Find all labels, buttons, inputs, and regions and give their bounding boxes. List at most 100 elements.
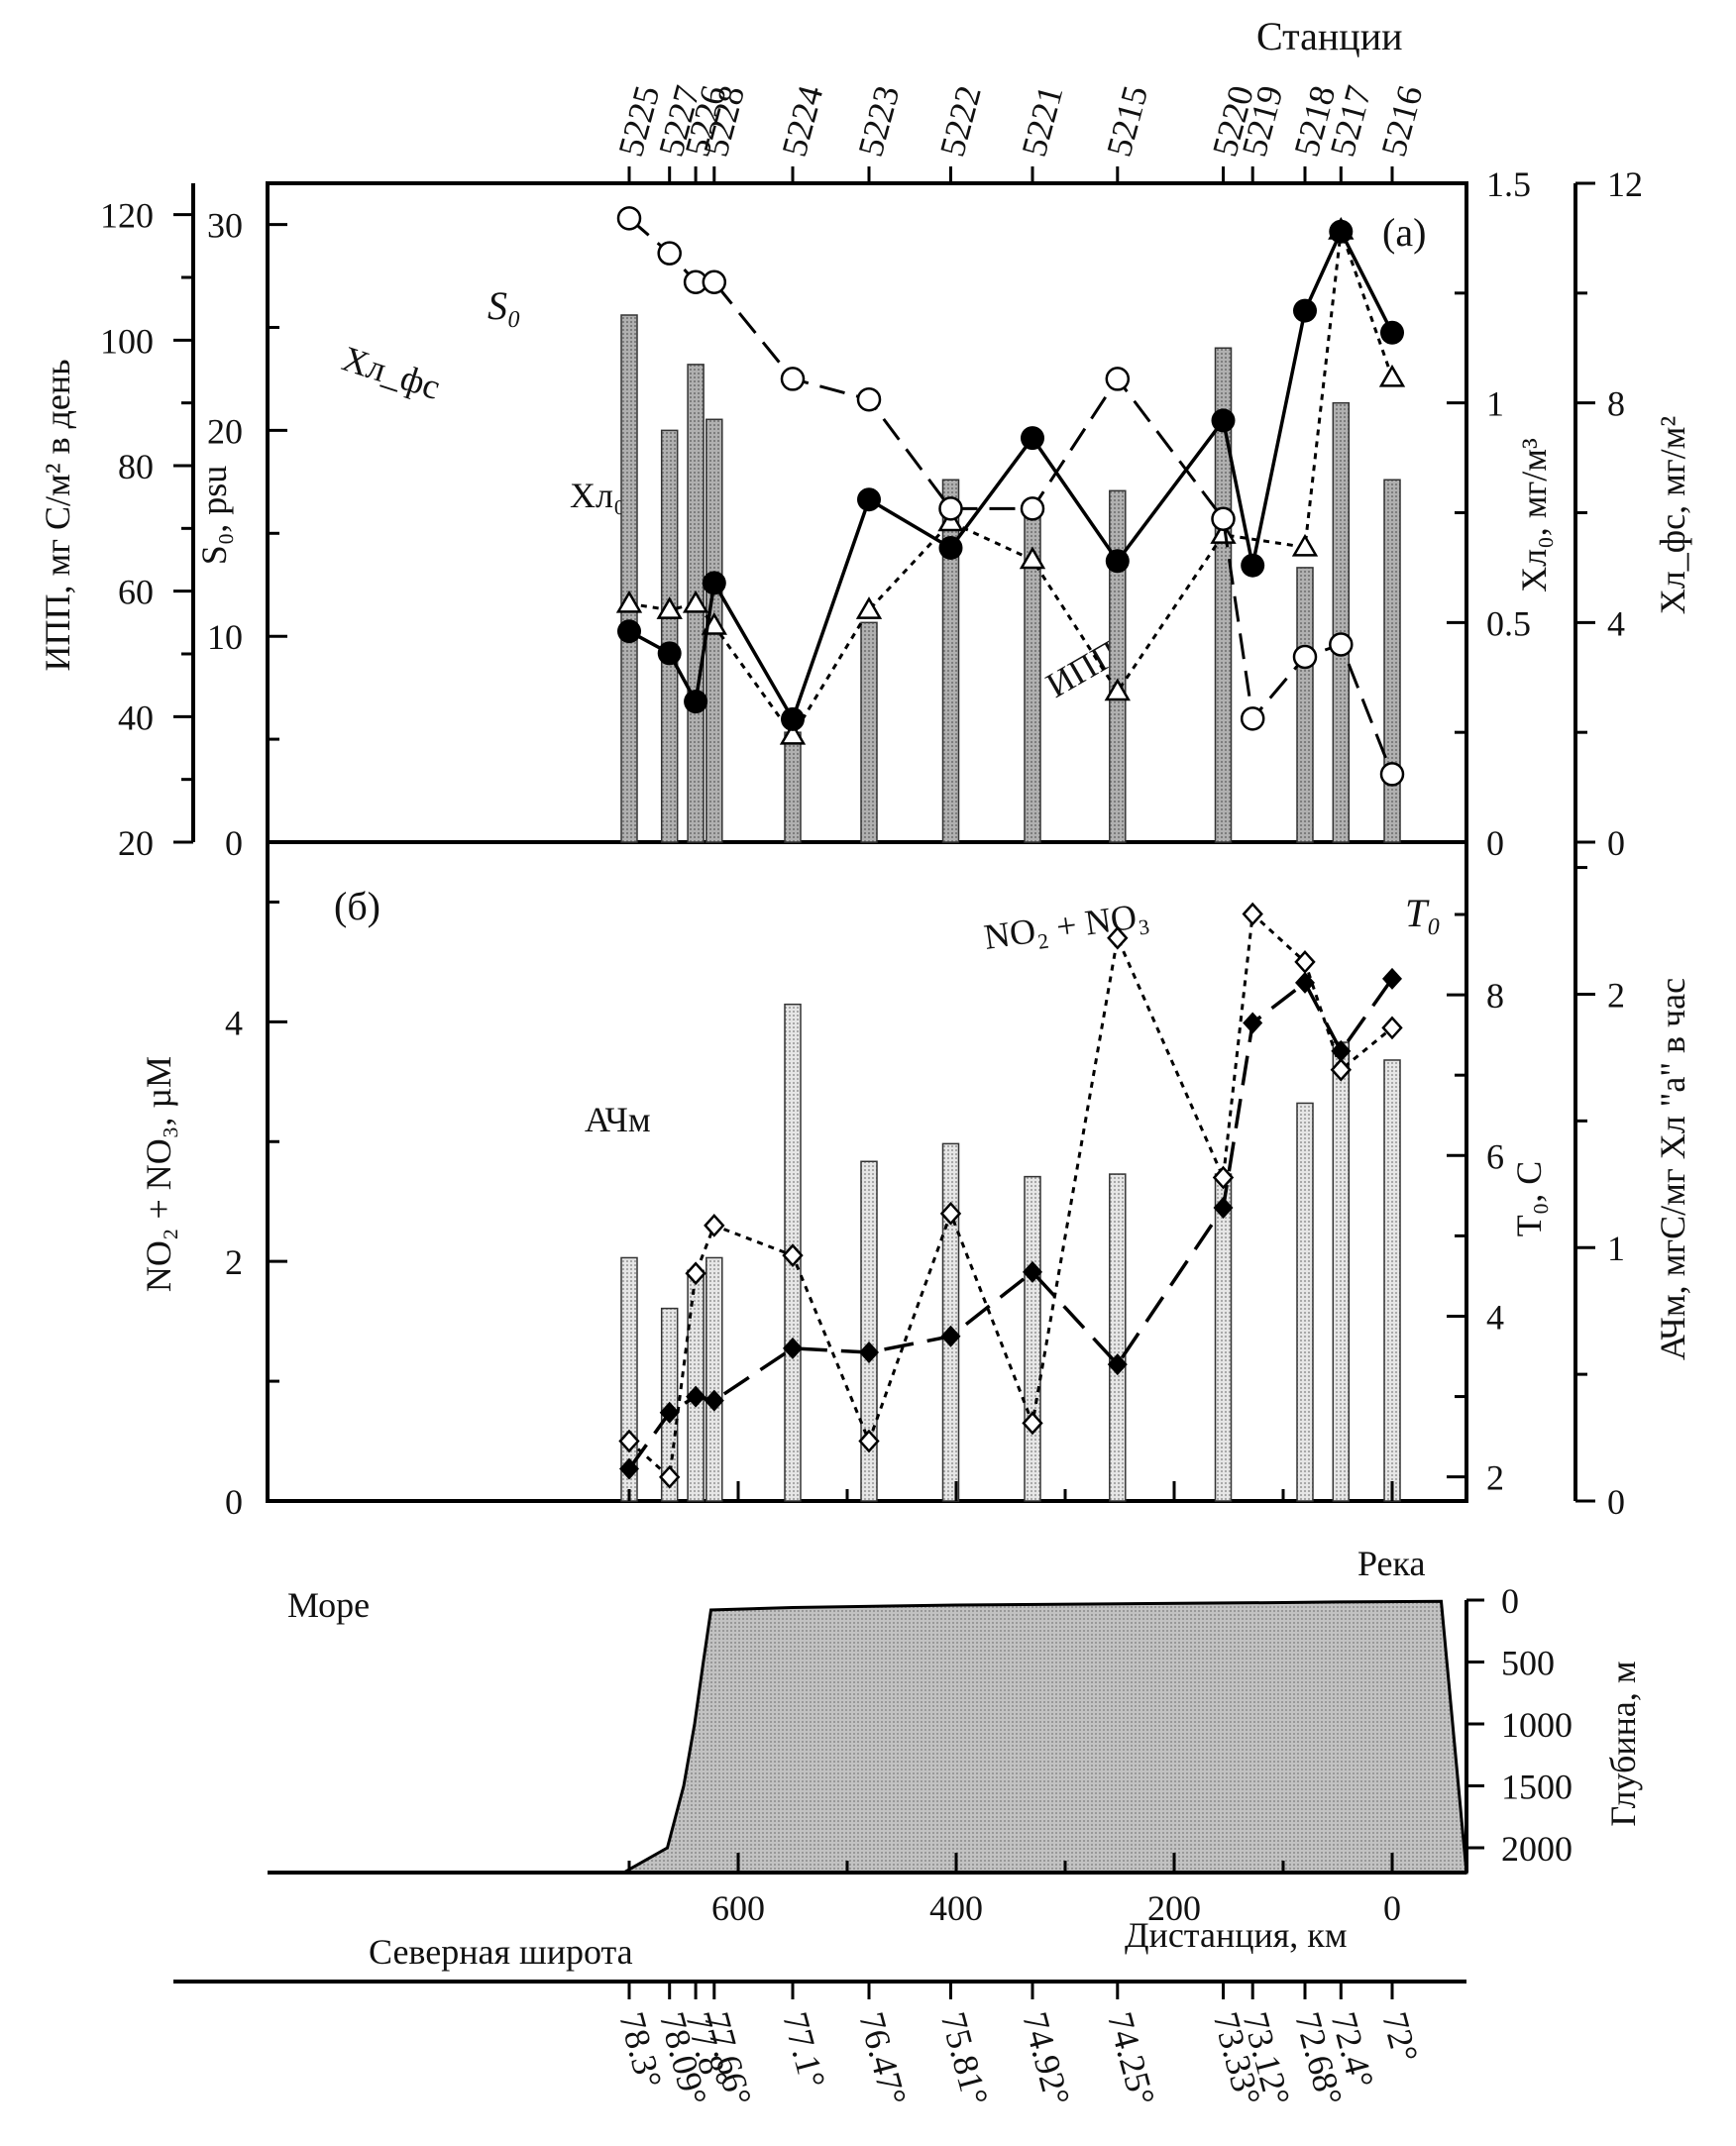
ach-bar <box>1109 1173 1127 1502</box>
annotation-chlfs: Хл_фс <box>338 339 446 407</box>
ipp-point <box>1210 521 1237 544</box>
chl0-point <box>938 535 963 560</box>
distance-tick-label: 600 <box>711 1888 765 1928</box>
depth-area <box>268 1599 1468 1875</box>
chlfs-axis-tick-label: 4 <box>1607 603 1625 643</box>
no-point <box>1107 925 1129 950</box>
no-point <box>782 1243 804 1268</box>
series-line <box>628 217 1394 775</box>
chlfs-axis-tick-label: 0 <box>1607 823 1625 863</box>
depth-axis-title: Глубина, м <box>1603 1661 1643 1826</box>
latitude-tick-label: 75.81° <box>933 2008 996 2110</box>
chl0-axis-tick-label: 1.5 <box>1486 164 1531 204</box>
t0-point <box>1213 1196 1234 1219</box>
s0-point <box>657 241 682 266</box>
annotation-chl0: Хл₀ <box>570 476 626 515</box>
latitude-tick-label: 72° <box>1374 2008 1426 2067</box>
s0-point <box>616 206 642 231</box>
series-line <box>628 227 1394 724</box>
chl0-point <box>702 571 726 595</box>
chl0-point <box>684 690 708 714</box>
no-point <box>1330 1057 1352 1082</box>
annotation-s0: S₀ <box>488 283 521 328</box>
sea-label: Море <box>287 1585 370 1625</box>
distance-axis-title: Дистанция, км <box>1125 1915 1348 1955</box>
t0-point <box>1023 1260 1042 1283</box>
chl0-point <box>657 641 682 666</box>
ipp-point <box>1104 678 1131 701</box>
ipp-point <box>779 721 807 745</box>
ach-bar <box>1332 1041 1351 1502</box>
t0-point <box>940 1325 961 1347</box>
chl0-point <box>781 706 805 731</box>
station-label: 5215 <box>1099 81 1155 161</box>
ipp-axis-tick-label: 20 <box>118 823 154 863</box>
chl0-point <box>1021 426 1044 451</box>
station-label: 5221 <box>1014 81 1070 161</box>
chl0-point <box>617 619 641 644</box>
chlfs-axis-title: Хл_фс, мг/м² <box>1653 416 1692 614</box>
station-label: 5222 <box>932 81 989 161</box>
latitude-tick-label: 74.92° <box>1015 2008 1077 2110</box>
no-point <box>939 1201 962 1226</box>
s0-point <box>780 367 806 391</box>
ach-bar <box>1383 1059 1401 1502</box>
latitude-axis: 78.3°78.09°77.8°77.66° 77.1° 76.47° 75.81° 7… <box>173 1980 1466 2110</box>
axis-ticks: 20406080100120010203000.511.504812024246… <box>100 164 1643 1522</box>
chlfs-bar <box>1332 401 1351 843</box>
chl0-point <box>1293 298 1317 323</box>
t0-point <box>1107 1353 1128 1376</box>
latitude-tick-label: 77.1° <box>775 2008 833 2092</box>
chlfs-bar <box>1109 489 1127 843</box>
t0-axis-tick-label: 6 <box>1486 1136 1504 1176</box>
t0-point <box>619 1457 639 1480</box>
panel-b-label: (б) <box>334 884 380 928</box>
no-point <box>1212 1165 1235 1190</box>
depth-tick-label: 0 <box>1501 1581 1519 1621</box>
ipp-axis-tick-label: 120 <box>100 196 154 236</box>
ipp-axis-title: ИПП, мг С/м² в день <box>38 359 77 671</box>
ach-bar <box>1296 1102 1314 1502</box>
t0-point <box>686 1385 706 1408</box>
no-point <box>1242 902 1263 926</box>
s0-point <box>856 386 882 412</box>
station-label: 5216 <box>1373 81 1430 161</box>
t0-point <box>1243 1012 1263 1034</box>
t0-point <box>1331 1039 1352 1062</box>
chlfs-bar <box>1214 347 1233 843</box>
annotation-t0: T₀ <box>1405 891 1441 935</box>
ipp-point <box>1378 364 1406 387</box>
t0-point <box>859 1341 879 1363</box>
panel-b-series <box>618 902 1403 1489</box>
depth-tick-label: 1000 <box>1501 1705 1573 1745</box>
ach-axis-tick-label: 1 <box>1607 1229 1625 1268</box>
chl0-point <box>1241 553 1265 578</box>
chlfs-bar <box>784 731 802 843</box>
distance-tick-label: 400 <box>929 1888 983 1928</box>
s0-point <box>1379 762 1405 787</box>
ipp-point <box>615 590 643 613</box>
ipp-point <box>682 590 709 613</box>
latitude-tick-label: 74.25° <box>1100 2008 1162 2110</box>
t0-point <box>704 1389 724 1412</box>
no-point <box>1022 1411 1043 1436</box>
annotation-ach: АЧм <box>585 1100 651 1139</box>
distance-tick-label: 0 <box>1383 1888 1401 1928</box>
no-axis-title: NO₂ + NO₃, µM <box>139 1056 178 1292</box>
no-point <box>1294 950 1316 974</box>
ach-bar <box>941 1142 960 1502</box>
chl0-point <box>1329 219 1354 244</box>
t0-point <box>783 1337 803 1359</box>
t0-point <box>1382 967 1402 990</box>
s0-point <box>1240 706 1265 731</box>
latitude-axis-title: Северная широта <box>369 1932 633 1972</box>
ach-axis-tick-label: 2 <box>1607 975 1625 1015</box>
s0-point <box>1211 506 1236 531</box>
ipp-axis-tick-label: 80 <box>118 447 154 486</box>
chl0-point <box>1105 549 1130 574</box>
chl0-axis-tick-label: 0 <box>1486 823 1504 863</box>
annotation-no: NO₂ + NO₃ <box>982 895 1151 957</box>
chl0-point <box>1380 320 1404 345</box>
